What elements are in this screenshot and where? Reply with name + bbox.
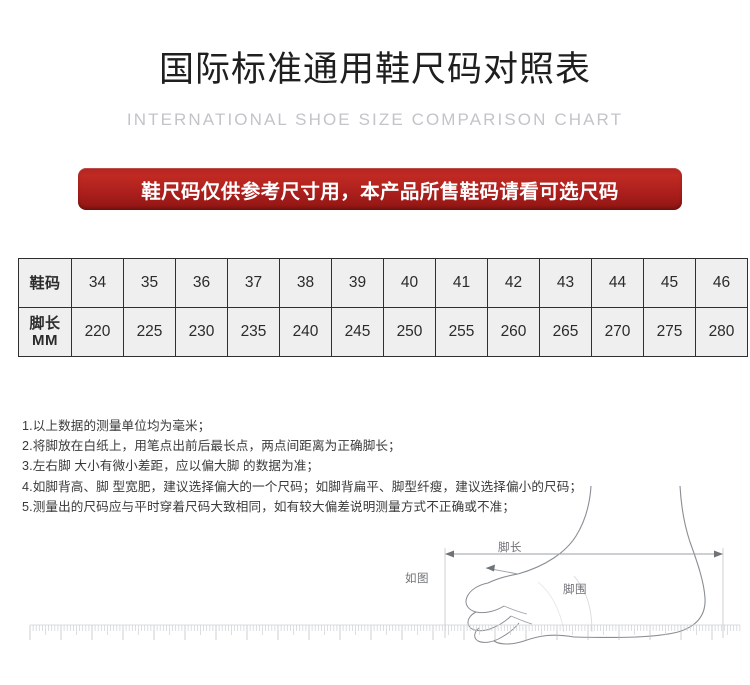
note-line: 1.以上数据的测量单位均为毫米； bbox=[22, 419, 211, 433]
label-foot-length: 脚长 bbox=[498, 542, 522, 554]
cell-foot-length: 260 bbox=[487, 307, 540, 357]
cell-shoe-size: 43 bbox=[539, 258, 592, 308]
shoe-size-table: 鞋码 34 35 36 37 38 39 40 41 42 43 44 45 4… bbox=[18, 258, 748, 357]
cell-foot-length: 255 bbox=[435, 307, 488, 357]
ruler-icon bbox=[29, 624, 741, 640]
table-row-foot-length: 脚长 MM 220 225 230 235 240 245 250 255 26… bbox=[18, 307, 748, 357]
note-line: 2.将脚放在白纸上，用笔点出前后最长点，两点间距离为正确脚长； bbox=[22, 439, 401, 454]
cell-shoe-size: 36 bbox=[175, 258, 228, 308]
cell-shoe-size: 37 bbox=[227, 258, 280, 308]
cell-shoe-size: 46 bbox=[695, 258, 748, 308]
foot-outline-icon bbox=[444, 486, 724, 645]
cell-foot-length: 230 bbox=[175, 307, 228, 357]
notice-banner-text: 鞋尺码仅供参考尺寸用，本产品所售鞋码请看可选尺码 bbox=[141, 180, 619, 203]
label-as-shown: 如图 bbox=[405, 573, 429, 585]
cell-foot-length: 235 bbox=[227, 307, 280, 357]
cell-foot-length: 220 bbox=[71, 307, 124, 357]
row-header-foot-length: 脚长 MM bbox=[18, 307, 72, 357]
foot-measurement-diagram: 脚长 如图 脚围 bbox=[378, 486, 750, 646]
row-header-foot-length-line1: 脚长 bbox=[29, 315, 61, 332]
cell-shoe-size: 42 bbox=[487, 258, 540, 308]
cell-foot-length: 280 bbox=[695, 307, 748, 357]
cell-foot-length: 275 bbox=[643, 307, 696, 357]
cell-foot-length: 240 bbox=[279, 307, 332, 357]
page-subtitle: INTERNATIONAL SHOE SIZE COMPARISON CHART bbox=[126, 110, 624, 129]
cell-shoe-size: 44 bbox=[591, 258, 644, 308]
row-header-shoe-size: 鞋码 bbox=[18, 258, 72, 308]
table-row-shoe-size: 鞋码 34 35 36 37 38 39 40 41 42 43 44 45 4… bbox=[18, 258, 748, 308]
note-line: 5.测量出的尺码应与平时穿着尺码大致相同，如有较大偏差说明测量方式不正确或不准； bbox=[22, 499, 516, 514]
cell-foot-length: 245 bbox=[331, 307, 384, 357]
page-title: 国际标准通用鞋尺码对照表 bbox=[158, 50, 591, 89]
cell-shoe-size: 35 bbox=[123, 258, 176, 308]
cell-foot-length: 265 bbox=[539, 307, 592, 357]
cell-shoe-size: 39 bbox=[331, 258, 384, 308]
row-header-foot-length-line2: MM bbox=[32, 332, 58, 349]
ruler-strip bbox=[0, 624, 750, 644]
cell-shoe-size: 41 bbox=[435, 258, 488, 308]
notice-banner: 鞋尺码仅供参考尺寸用，本产品所售鞋码请看可选尺码 bbox=[78, 168, 682, 210]
note-line: 3.左右脚 大小有微小差距，应以偏大脚 的数据为准； bbox=[22, 459, 320, 474]
cell-foot-length: 225 bbox=[123, 307, 176, 357]
cell-foot-length: 270 bbox=[591, 307, 644, 357]
cell-shoe-size: 40 bbox=[383, 258, 436, 308]
note-line: 4.如脚背高、脚 型宽肥，建议选择偏大的一个尺码；如脚背扁平、脚型纤瘦，建议选择… bbox=[22, 479, 583, 494]
cell-foot-length: 250 bbox=[383, 307, 436, 357]
label-foot-girth: 脚围 bbox=[563, 584, 587, 596]
cell-shoe-size: 34 bbox=[71, 258, 124, 308]
cell-shoe-size: 45 bbox=[643, 258, 696, 308]
measurement-notes: 1.以上数据的测量单位均为毫米； 2.将脚放在白纸上，用笔点出前后最长点，两点间… bbox=[22, 416, 722, 517]
cell-shoe-size: 38 bbox=[279, 258, 332, 308]
